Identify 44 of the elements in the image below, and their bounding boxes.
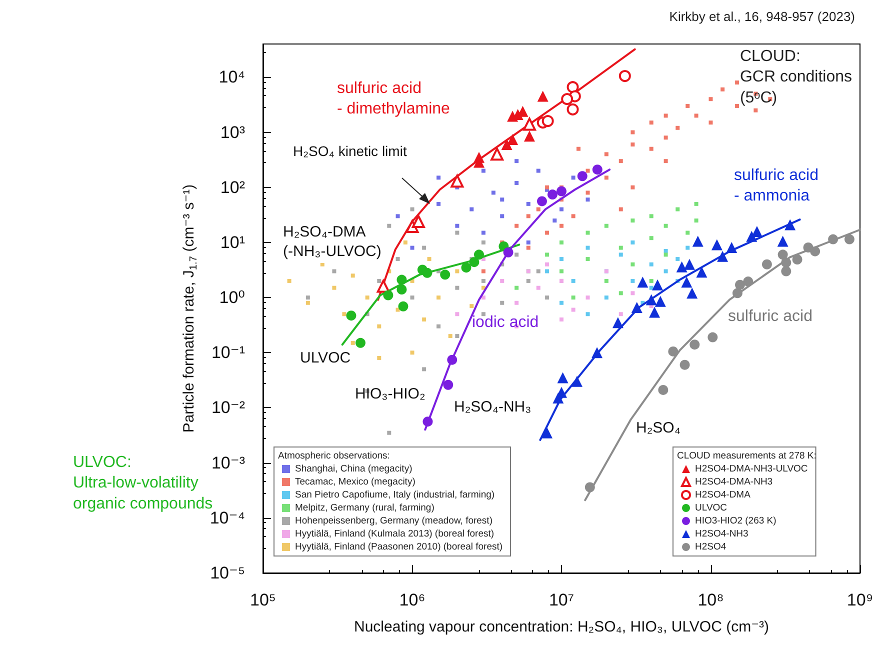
annotation: sulfuric acid - dimethylamine — [337, 80, 450, 118]
x-tick-label: 10⁹ — [846, 590, 874, 610]
legend-label: H2SO4 — [695, 542, 726, 552]
legend-label: Hyytiälä, Finland (Kulmala 2013) (boreal forest) — [295, 528, 494, 540]
annotation: CLOUD measurements at 278 K: — [677, 450, 816, 462]
y-tick-label: 10⁻² — [211, 398, 246, 418]
legend-label: San Pietro Capofiume, Italy (industrial, farming) — [295, 490, 495, 500]
text: Kirkby et al., 16, 948-957 (2023) — [669, 8, 856, 24]
legend-label: Hohenpeissenberg, Germany (meadow, forest) — [295, 516, 492, 526]
legend-label: Hyytiälä, Finland (Paasonen 2010) (boreal forest) — [295, 542, 503, 552]
annotation: CLOUD: GCR conditions (5ᵒC) — [740, 48, 852, 106]
y-tick-label: 10⁻¹ — [211, 343, 246, 362]
x-axis-title: Nucleating vapour concentration: H₂SO₄, HIO₃, ULVOC (cm⁻³) — [354, 618, 769, 636]
annotation: sulfuric acid — [728, 308, 812, 325]
annotation: H₂SO₄ kinetic limit — [293, 143, 407, 160]
legend-label: ULVOC — [695, 502, 728, 514]
annotation: H₂SO₄-NH₃ — [454, 398, 532, 416]
legend-label: Melpitz, Germany (rural, farming) — [295, 502, 434, 514]
x-tick-label: 10⁷ — [548, 590, 574, 610]
y-axis-title: Particle formation rate, J1.7 (cm⁻³ s⁻¹) — [180, 184, 200, 433]
annotation: H₂SO₄ — [636, 419, 680, 436]
y-tick-label: 10² — [220, 178, 246, 197]
legend-label: Shanghai, China (megacity) — [295, 464, 412, 474]
y-tick-label: 10⁴ — [218, 68, 245, 87]
x-tick-label: 10⁶ — [399, 590, 426, 610]
legend-label: H2SO4-DMA-NH3-ULVOC — [695, 464, 808, 474]
x-tick-label: 10⁵ — [250, 590, 276, 610]
x-tick-label: 10⁸ — [698, 590, 724, 610]
y-tick-label: 10⁻³ — [211, 453, 246, 472]
y-tick-label: 10⁻⁵ — [210, 564, 245, 582]
annotation: sulfuric acid - ammonia — [734, 166, 818, 205]
legend-label: H2SO4-NH3 — [695, 528, 748, 540]
y-tick-label: 10³ — [220, 122, 246, 142]
annotation: H₂SO₄-DMA (-NH₃-ULVOC) — [283, 223, 382, 260]
y-tick-label: 10⁰ — [219, 288, 246, 308]
legend-label: Tecamac, Mexico (megacity) — [295, 476, 416, 488]
annotation: HIO₃-HIO₂ — [355, 385, 426, 402]
y-tick-label: 10¹ — [220, 232, 246, 252]
legend-label: H2SO4-DMA-NH3 — [695, 476, 773, 488]
legend-label: H2SO4-DMA — [695, 490, 752, 500]
annotation: iodic acid — [472, 314, 539, 331]
annotation: ULVOC — [300, 349, 351, 366]
legend-label: HIO3-HIO2 (263 K) — [695, 516, 776, 526]
legend-title: Atmospheric observations: — [278, 450, 390, 462]
